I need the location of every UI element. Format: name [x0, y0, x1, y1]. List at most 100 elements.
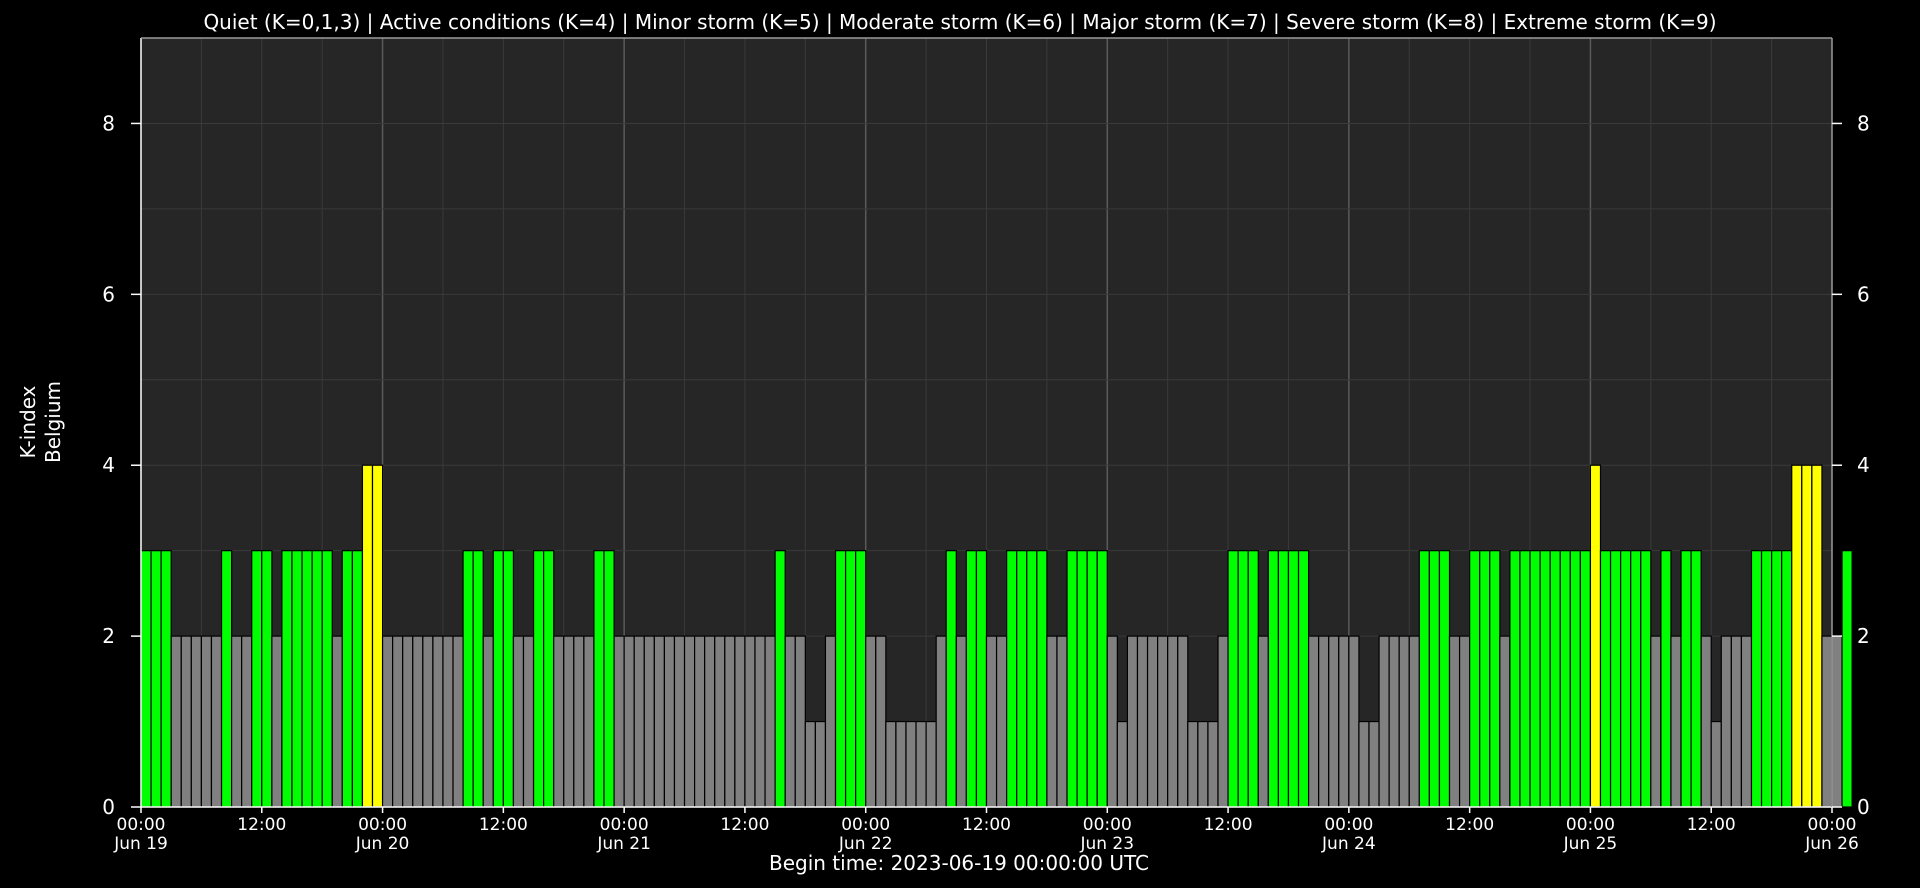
k-bar [965, 550, 978, 808]
k-bar [1549, 550, 1561, 808]
k-bar [694, 635, 706, 808]
k-bar [1448, 635, 1461, 808]
x-tick-time-label: 12:00 [479, 815, 528, 835]
k-bar [1338, 635, 1350, 808]
k-bar [1126, 635, 1139, 808]
k-bar [1167, 635, 1179, 808]
k-bar [1247, 550, 1259, 808]
k-bar [1630, 550, 1642, 808]
k-bar [754, 635, 766, 808]
k-bar [1036, 550, 1048, 808]
k-bar [1599, 550, 1612, 808]
k-bar [1438, 550, 1451, 808]
k-bar [804, 720, 816, 808]
k-bar [704, 635, 716, 808]
x-tick-date-label: Jun 26 [1804, 834, 1859, 854]
y-tick-label-left: 8 [102, 111, 115, 135]
k-bar [1781, 550, 1793, 808]
k-bar [995, 635, 1008, 808]
x-tick-date-label: Jun 23 [1079, 834, 1134, 854]
k-bar [1388, 635, 1400, 808]
k-bar [814, 720, 827, 808]
k-bar [643, 635, 655, 808]
k-bar [1791, 464, 1803, 808]
x-tick-date-label: Jun 24 [1321, 834, 1376, 854]
y-axis-ticks: 0 0 2 2 4 4 6 6 8 8 [102, 111, 1869, 819]
k-bar [824, 635, 837, 808]
k-bar [1177, 635, 1189, 808]
k-bar [1539, 550, 1551, 808]
k-bar [1368, 720, 1380, 808]
k-bar [210, 635, 223, 808]
k-bar [945, 550, 957, 808]
k-bar [794, 635, 806, 808]
k-bar [714, 635, 726, 808]
k-bar [1217, 635, 1229, 808]
k-bar [1026, 550, 1038, 808]
k-bar [1187, 720, 1199, 808]
k-bar [1006, 550, 1018, 808]
k-bar [180, 635, 192, 808]
x-tick-time-label: 12:00 [962, 815, 1011, 835]
k-bar [1458, 635, 1471, 808]
k-bar [1428, 550, 1441, 808]
k-bar [241, 635, 253, 808]
x-tick-time-label: 00:00 [841, 815, 890, 835]
k-bar [422, 635, 434, 808]
k-bar [1328, 635, 1340, 808]
k-bar [1197, 720, 1209, 808]
k-bar [220, 550, 233, 808]
k-bar [492, 550, 504, 808]
x-tick-date-label: Jun 21 [596, 834, 651, 854]
y-tick-label-left: 0 [102, 795, 115, 819]
k-bar [1277, 550, 1290, 808]
k-bar [412, 635, 424, 808]
begin-time-label: Begin time: 2023-06-19 00:00:00 UTC [769, 851, 1149, 875]
k-bar [291, 550, 303, 808]
k-bar [975, 550, 988, 808]
k-bar [170, 635, 182, 808]
x-tick-time-label: 00:00 [117, 815, 166, 835]
k-bar [1569, 550, 1581, 808]
legend-text: Quiet (K=0,1,3) | Active conditions (K=4… [203, 10, 1716, 34]
k-bar [1066, 550, 1078, 808]
k-bar [955, 635, 967, 808]
k-bar [200, 635, 213, 808]
k-bar [140, 550, 152, 808]
k-bar [895, 720, 907, 808]
k-bar [1831, 635, 1843, 808]
k-bar [1821, 635, 1833, 808]
k-bar [1056, 635, 1068, 808]
x-tick-date-label: Jun 19 [113, 834, 168, 854]
k-bar [1398, 635, 1410, 808]
y-tick-label-right: 4 [1857, 453, 1870, 477]
y-tick-label-left: 2 [102, 624, 115, 648]
k-bar [1408, 635, 1420, 808]
k-bar [774, 550, 786, 808]
k-bar [915, 720, 927, 808]
k-bar [1589, 464, 1602, 808]
k-bar [230, 635, 243, 808]
x-tick-time-label: 12:00 [237, 815, 286, 835]
k-bar [311, 550, 323, 808]
k-bar [1529, 550, 1541, 808]
x-tick-time-label: 12:00 [1445, 815, 1494, 835]
k-bar [1700, 635, 1712, 808]
k-bar [1378, 635, 1390, 808]
y-tick-label-left: 6 [102, 282, 115, 306]
k-bar [482, 635, 494, 808]
k-bar [1690, 550, 1702, 808]
k-bar [1640, 550, 1652, 808]
k-bar [663, 635, 676, 808]
k-bar [1207, 720, 1219, 808]
x-tick-date-label: Jun 25 [1563, 834, 1618, 854]
k-bar [744, 635, 756, 808]
k-bar [301, 550, 313, 808]
k-bar [1579, 550, 1592, 808]
k-bar [1116, 720, 1129, 808]
k-bar [1227, 550, 1239, 808]
k-bar [160, 550, 172, 808]
k-bar [462, 550, 474, 808]
k-bar [472, 550, 484, 808]
x-tick-time-label: 12:00 [720, 815, 769, 835]
